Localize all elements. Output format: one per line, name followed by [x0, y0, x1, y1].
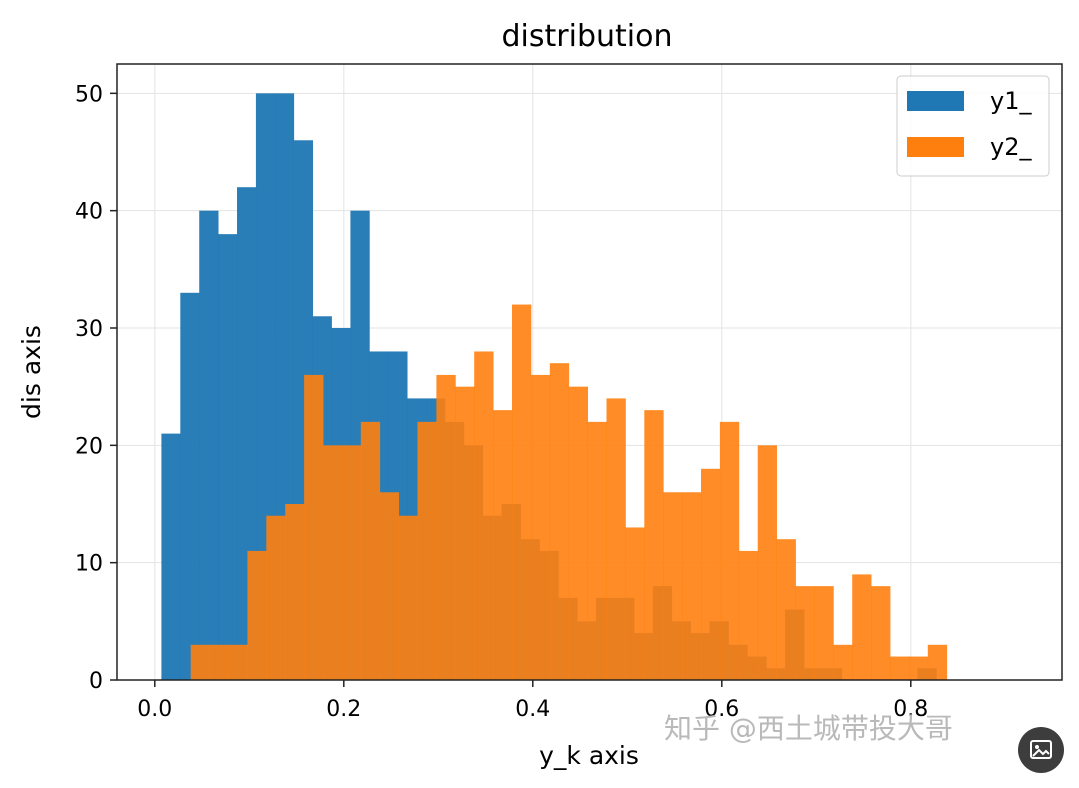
x-tick-label: 0.6	[704, 697, 739, 722]
legend-swatch-y1	[907, 91, 964, 111]
histogram-bar	[587, 421, 607, 680]
legend-label-y1: y1_	[990, 87, 1032, 115]
histogram-bar	[871, 586, 891, 680]
histogram-bar	[568, 386, 589, 680]
plot-frame	[116, 63, 1063, 681]
histogram-bar	[512, 304, 532, 680]
histogram-bar	[474, 351, 494, 680]
histogram-bar	[908, 656, 929, 680]
y-tick-label: 50	[75, 82, 103, 107]
x-tick-label: 0.0	[137, 697, 172, 722]
histogram-bar	[379, 492, 400, 680]
histogram-bar	[360, 421, 381, 680]
ticks: 0.0 0.2 0.4 0.6 0.8 0 10 20 30 40 50	[75, 82, 928, 722]
series-y2	[190, 304, 948, 680]
histogram-bar	[833, 644, 853, 680]
y-tick-label: 0	[89, 669, 103, 694]
histogram-bar	[341, 445, 362, 680]
histogram-bar	[814, 586, 834, 680]
x-axis-label: y_k axis	[539, 741, 639, 770]
histogram-bar	[606, 398, 626, 680]
histogram-bar	[323, 445, 343, 680]
histogram-bar	[417, 421, 437, 680]
image-badge-button[interactable]	[1018, 727, 1064, 773]
histogram-bar	[161, 433, 181, 680]
histogram-bar	[852, 574, 872, 680]
histogram-bar	[701, 468, 721, 680]
histogram-bar	[285, 504, 305, 680]
histogram-bar	[398, 515, 418, 680]
histogram-bar	[719, 421, 740, 680]
legend-swatch-y2	[907, 137, 964, 157]
histogram-bar	[436, 374, 456, 680]
histogram-bar	[493, 410, 513, 680]
legend-label-y2: y2_	[990, 133, 1032, 161]
y-tick-label: 30	[75, 317, 103, 342]
x-tick-label: 0.4	[515, 697, 550, 722]
histogram-bar	[738, 550, 759, 680]
histogram-bar	[228, 644, 248, 680]
histogram-bar	[190, 644, 211, 680]
y-tick-label: 10	[75, 552, 103, 577]
histogram-bar	[890, 656, 910, 680]
histogram-bar	[927, 644, 948, 680]
y-axis-label: dis axis	[17, 325, 46, 419]
watermark: 知乎 @西土城带投大哥	[664, 712, 953, 745]
histogram-bar	[218, 234, 238, 680]
legend: y1_ y2_	[896, 75, 1050, 177]
histogram-bar	[530, 374, 551, 680]
histogram-bar	[644, 410, 664, 680]
plot-area: 0.0 0.2 0.4 0.6 0.8 0 10 20 30 40 50	[75, 63, 1063, 722]
histogram-bar	[549, 363, 570, 680]
chart-title: distribution	[502, 19, 673, 54]
x-tick-label: 0.2	[326, 697, 361, 722]
histogram-bar	[776, 539, 796, 680]
x-tick-label: 0.8	[893, 697, 928, 722]
y-tick-label: 40	[75, 200, 103, 225]
bars	[161, 93, 948, 681]
histogram-bar	[682, 492, 702, 680]
y-tick-label: 20	[75, 434, 103, 459]
histogram-bar	[663, 492, 683, 680]
histogram-bar	[795, 586, 815, 680]
image-icon	[1030, 740, 1052, 759]
histogram-bar	[625, 527, 645, 680]
histogram-bar	[266, 515, 286, 680]
histogram-bar	[180, 292, 200, 680]
histogram-bar	[199, 210, 219, 680]
histogram-bar	[304, 374, 324, 680]
histogram-bar	[209, 644, 229, 680]
histogram-bar	[757, 445, 778, 680]
histogram-bar	[455, 386, 475, 680]
histogram-bar	[247, 550, 267, 680]
